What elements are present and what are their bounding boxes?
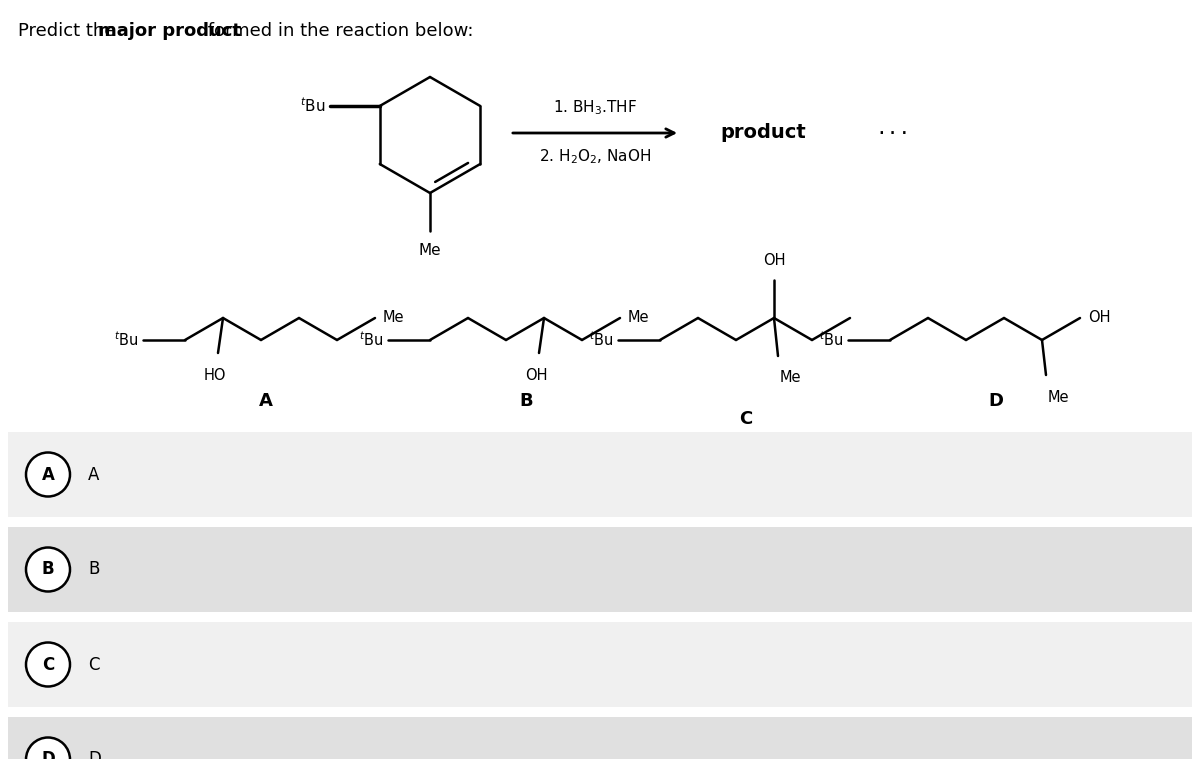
Circle shape <box>26 643 70 686</box>
FancyBboxPatch shape <box>8 527 1192 612</box>
Text: D: D <box>41 751 55 759</box>
Text: B: B <box>42 560 54 578</box>
Text: $^t$Bu: $^t$Bu <box>589 331 614 349</box>
Text: A: A <box>42 465 54 483</box>
Circle shape <box>26 738 70 759</box>
Text: C: C <box>739 410 752 428</box>
Text: Me: Me <box>383 310 404 326</box>
FancyBboxPatch shape <box>8 622 1192 707</box>
Text: D: D <box>989 392 1003 410</box>
Text: formed in the reaction below:: formed in the reaction below: <box>202 22 474 40</box>
Text: A: A <box>259 392 272 410</box>
FancyBboxPatch shape <box>8 717 1192 759</box>
Text: Me: Me <box>419 243 442 258</box>
Text: Predict the: Predict the <box>18 22 121 40</box>
Text: $^t$Bu: $^t$Bu <box>359 331 384 349</box>
Text: OH: OH <box>524 368 547 383</box>
Text: C: C <box>42 656 54 673</box>
Text: $^t$Bu: $^t$Bu <box>300 96 325 115</box>
Text: OH: OH <box>763 253 785 268</box>
Text: $^t$Bu: $^t$Bu <box>820 331 844 349</box>
Text: Me: Me <box>1048 390 1069 405</box>
Circle shape <box>26 547 70 591</box>
Text: major product: major product <box>98 22 241 40</box>
Text: product: product <box>720 124 805 143</box>
Text: $^t$Bu: $^t$Bu <box>114 331 139 349</box>
Text: 2. H$_2$O$_2$, NaOH: 2. H$_2$O$_2$, NaOH <box>539 147 652 165</box>
Text: ...: ... <box>875 119 911 138</box>
Text: B: B <box>520 392 533 410</box>
Text: OH: OH <box>1088 310 1110 326</box>
Text: Me: Me <box>780 370 802 385</box>
Text: Me: Me <box>628 310 649 326</box>
Text: B: B <box>88 560 100 578</box>
Text: C: C <box>88 656 100 673</box>
Text: 1. BH$_3$.THF: 1. BH$_3$.THF <box>553 99 637 117</box>
Text: D: D <box>88 751 101 759</box>
Text: A: A <box>88 465 100 483</box>
Circle shape <box>26 452 70 496</box>
Text: HO: HO <box>204 368 227 383</box>
FancyBboxPatch shape <box>8 432 1192 517</box>
